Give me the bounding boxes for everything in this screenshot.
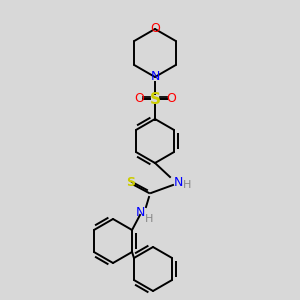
Text: O: O [150,22,160,35]
Text: S: S [149,92,161,106]
Text: N: N [135,206,145,218]
Text: H: H [145,214,153,224]
Text: O: O [166,92,176,106]
Text: N: N [173,176,183,188]
Text: S: S [127,176,136,190]
Text: O: O [134,92,144,106]
Text: H: H [183,180,191,190]
Text: N: N [150,70,160,83]
